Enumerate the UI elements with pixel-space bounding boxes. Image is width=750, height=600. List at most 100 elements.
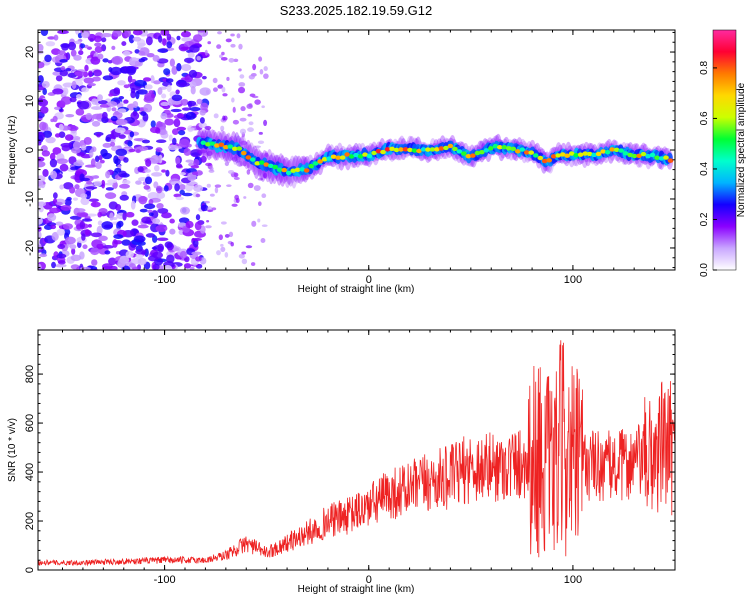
noise-blob xyxy=(107,179,118,184)
x-tick-label: 100 xyxy=(564,274,582,286)
noise-blob xyxy=(42,130,53,138)
noise-blob xyxy=(57,260,66,265)
noise-blob xyxy=(148,212,154,217)
noise-blob xyxy=(38,175,46,182)
noise-blob xyxy=(70,49,77,57)
noise-blob xyxy=(201,75,207,80)
noise-blob xyxy=(150,154,161,164)
noise-blob xyxy=(129,131,135,138)
ridge-peak xyxy=(294,167,301,173)
ridge-peak xyxy=(371,150,377,156)
noise-blob xyxy=(39,121,47,131)
noise-blob xyxy=(189,149,202,158)
noise-blob xyxy=(197,30,206,33)
noise-blob xyxy=(85,213,97,217)
x-tick-label: 0 xyxy=(366,574,372,586)
ridge-peak xyxy=(600,149,606,154)
ridge-peak xyxy=(258,160,265,165)
noise-blob xyxy=(206,150,213,157)
ridge-peak xyxy=(541,158,548,164)
noise-blob xyxy=(172,137,177,146)
noise-blob xyxy=(261,224,268,227)
noise-blob xyxy=(57,50,66,56)
noise-blob xyxy=(61,144,71,152)
colorbar-label: Normalized spectral amplitude xyxy=(736,82,747,217)
noise-blob xyxy=(146,53,155,58)
ridge-peak xyxy=(276,167,283,172)
noise-blob xyxy=(73,40,82,45)
noise-blob xyxy=(123,157,129,163)
noise-blob xyxy=(208,169,215,173)
noise-blob xyxy=(224,251,229,258)
noise-blob xyxy=(222,93,228,97)
noise-blob xyxy=(42,169,49,177)
ridge-peak xyxy=(384,147,391,152)
ridge-peak xyxy=(532,153,539,158)
noise-blob xyxy=(114,127,126,134)
noise-blob xyxy=(190,165,200,169)
ridge-peak xyxy=(241,150,247,156)
noise-blob xyxy=(260,238,266,244)
noise-blob xyxy=(220,125,225,132)
ridge-peak xyxy=(218,142,225,147)
noise-blob xyxy=(228,231,234,238)
ridge-peak xyxy=(344,152,350,157)
noise-blob xyxy=(196,55,201,61)
noise-blob xyxy=(38,160,46,168)
noise-blob xyxy=(73,54,82,61)
ridge-peak xyxy=(550,154,557,159)
ridge-peak xyxy=(559,152,566,157)
noise-blob xyxy=(233,176,240,181)
noise-blob xyxy=(110,115,118,122)
ridge-peak xyxy=(514,149,521,154)
noise-blob xyxy=(219,54,223,59)
noise-blob xyxy=(81,218,93,222)
noise-blob xyxy=(144,168,151,173)
noise-blob xyxy=(101,263,113,270)
noise-blob xyxy=(56,253,67,259)
ridge-peak xyxy=(586,151,593,157)
noise-blob xyxy=(180,31,192,38)
ridge-peak xyxy=(429,147,436,152)
colorbar-tick-label: 0.8 xyxy=(699,61,710,75)
noise-blob xyxy=(191,171,199,176)
noise-blob xyxy=(98,235,108,242)
noise-blob xyxy=(113,234,124,240)
noise-blob xyxy=(176,35,181,41)
noise-blob xyxy=(87,83,96,87)
noise-blob xyxy=(170,181,183,186)
noise-blob xyxy=(91,76,101,82)
ridge-peak xyxy=(622,151,629,156)
y-tick-label: 20 xyxy=(24,46,36,58)
noise-blob xyxy=(181,37,192,42)
noise-blob xyxy=(107,101,118,107)
snr-ticks: -100 0 100 0 200 400 600 800 xyxy=(24,330,676,586)
noise-blob xyxy=(121,41,127,47)
ridge-peak xyxy=(209,141,216,146)
noise-blob xyxy=(259,69,264,75)
noise-blob xyxy=(97,220,103,226)
noise-blob xyxy=(39,106,49,114)
snr-y-axis-label: SNR (10 * v/v) xyxy=(7,418,18,482)
spectrogram-y-axis-label: Frequency (Hz) xyxy=(7,116,18,185)
noise-blob xyxy=(73,161,85,167)
noise-blob xyxy=(84,64,89,72)
noise-blob xyxy=(117,80,126,86)
noise-blob xyxy=(60,96,72,105)
ridge-peak xyxy=(640,151,647,157)
noise-blob xyxy=(196,98,203,105)
noise-blob xyxy=(156,58,169,64)
noise-blob xyxy=(76,94,82,100)
noise-blob xyxy=(92,69,103,77)
noise-blob xyxy=(191,251,202,255)
noise-blob xyxy=(111,107,117,112)
noise-blob xyxy=(110,66,122,76)
noise-blob xyxy=(247,127,254,133)
noise-blob xyxy=(81,145,87,151)
noise-blob xyxy=(110,141,116,147)
noise-blob xyxy=(81,233,86,241)
ridge-peak xyxy=(214,143,220,148)
noise-blob xyxy=(51,231,59,241)
ridge-peak xyxy=(285,170,292,176)
